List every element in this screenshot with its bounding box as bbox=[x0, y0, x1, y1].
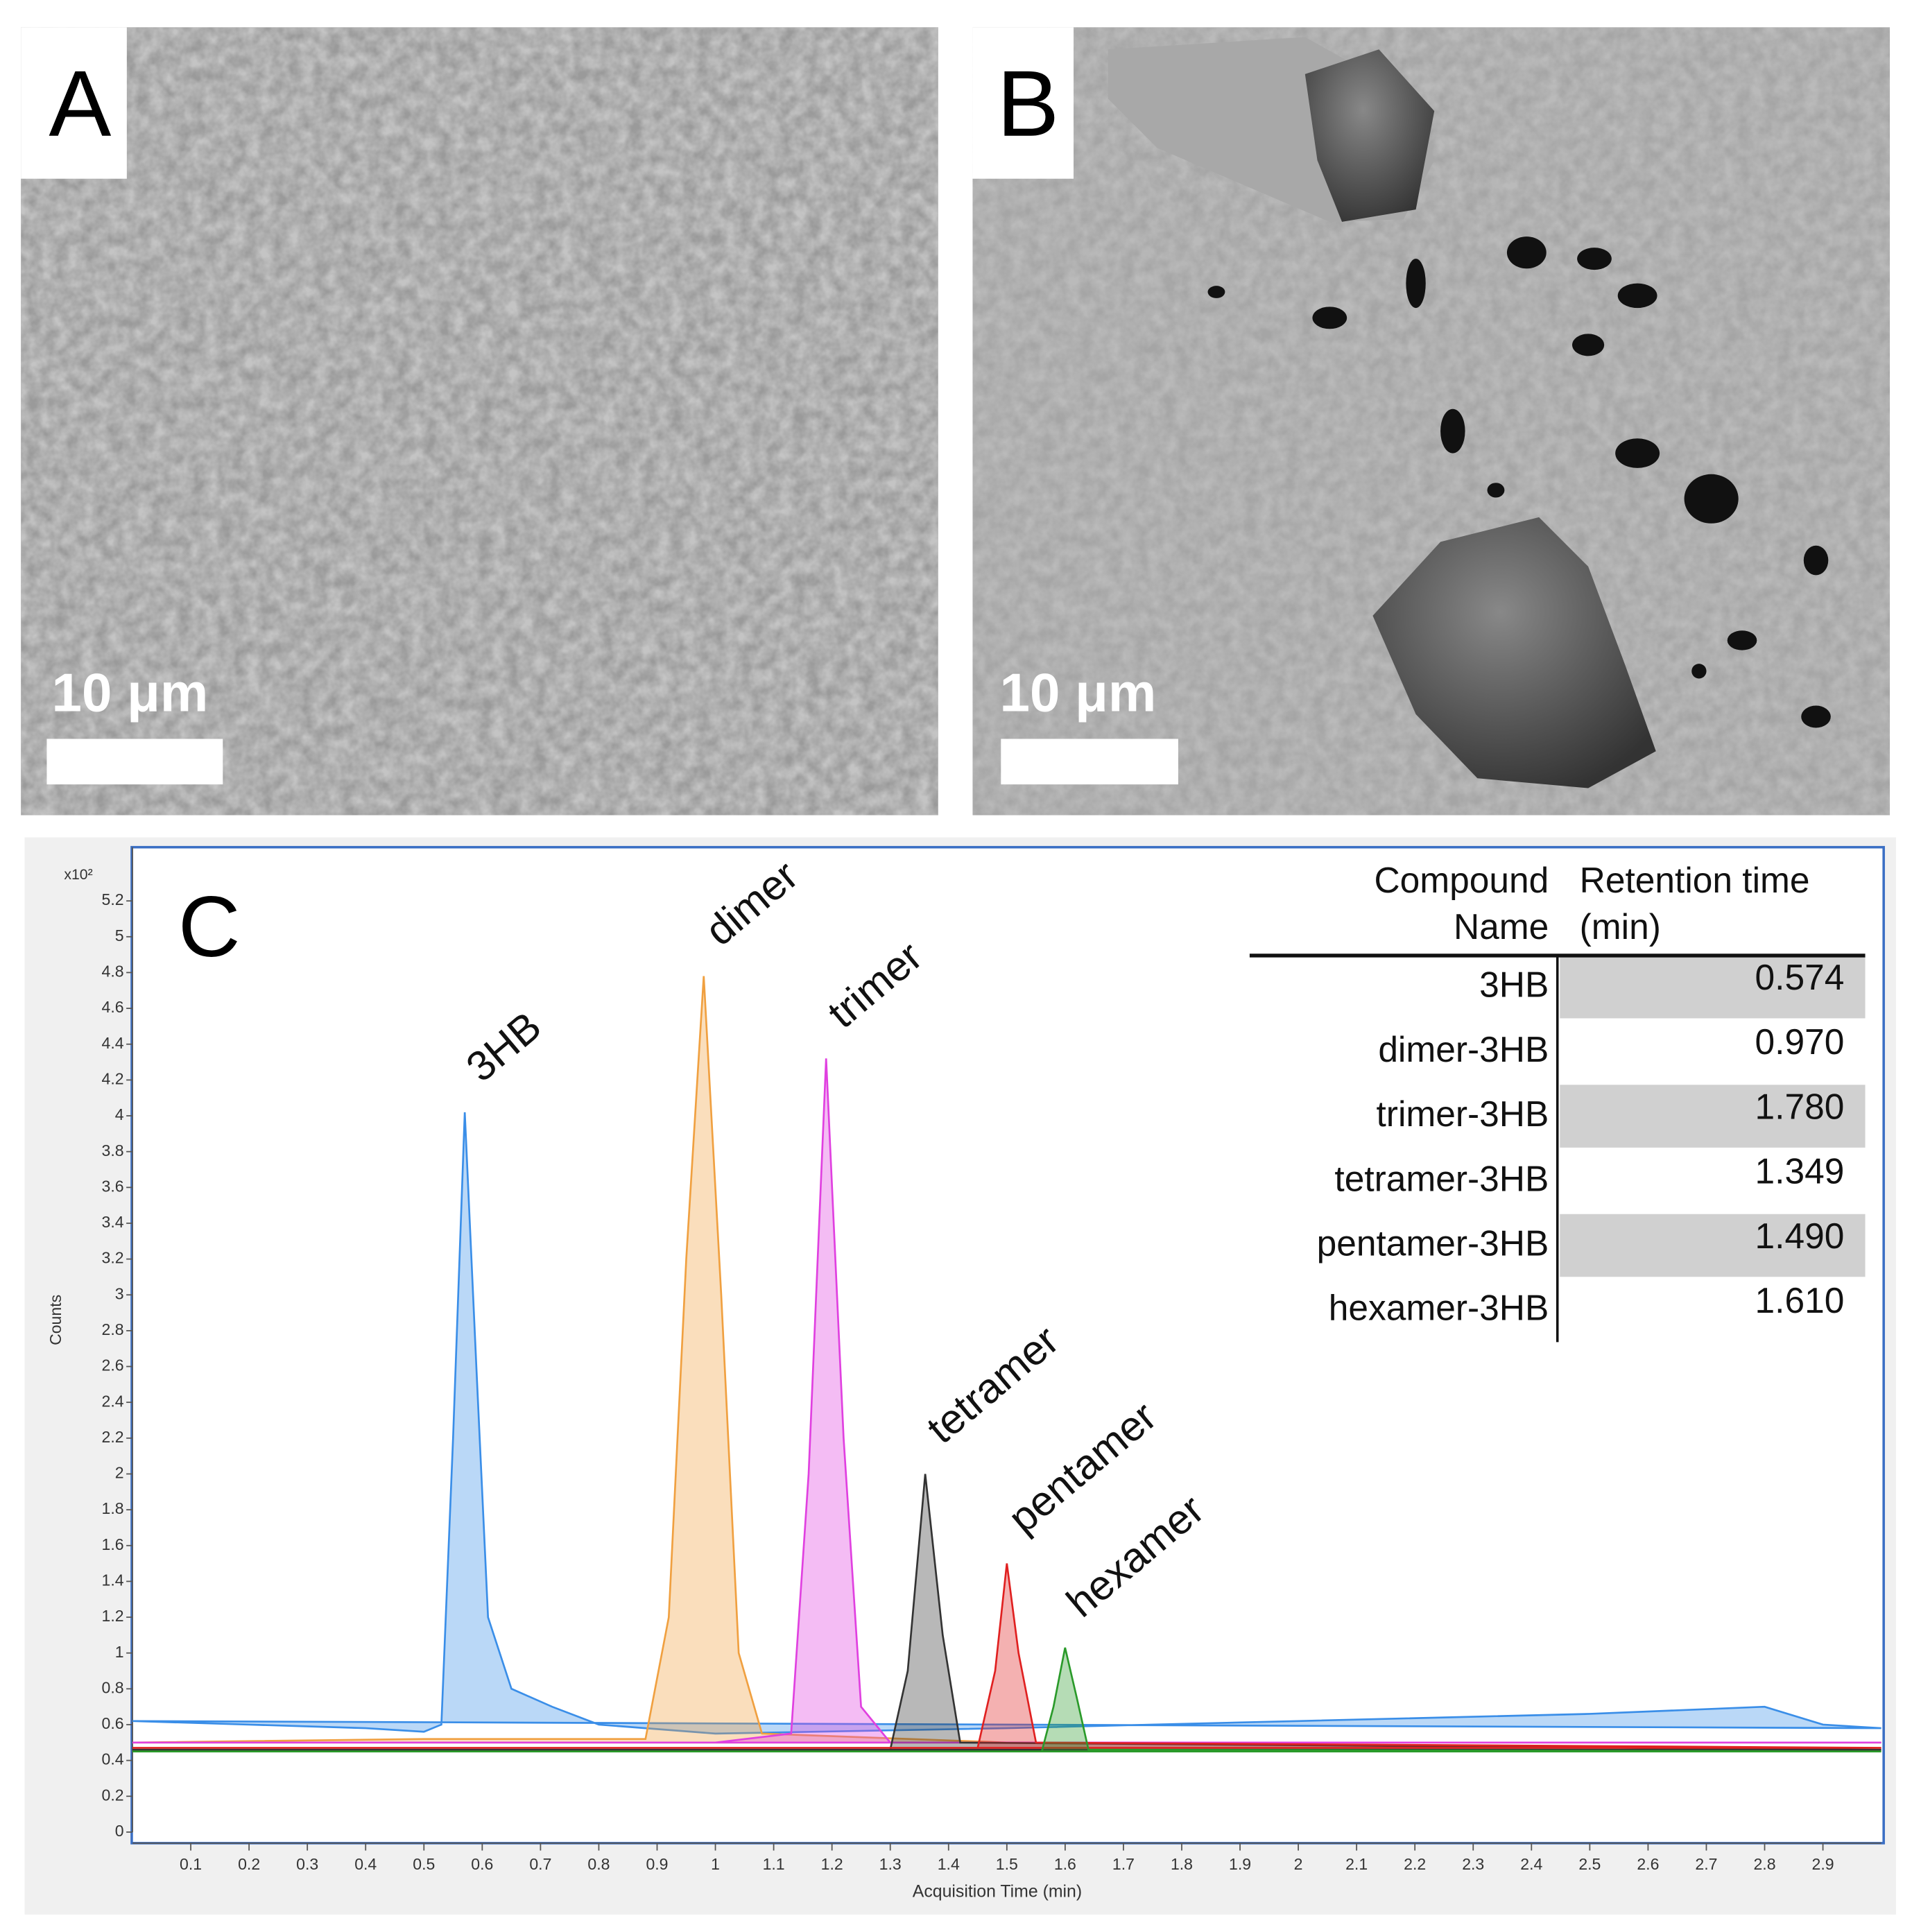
x-tick-label: 1.8 bbox=[1171, 1855, 1193, 1873]
x-tick-label: 0.1 bbox=[180, 1855, 202, 1873]
header: Compound bbox=[1374, 860, 1549, 900]
x-tick-label: 2.4 bbox=[1520, 1855, 1542, 1873]
x-tick-label: 0.4 bbox=[354, 1855, 377, 1873]
panel-label: C bbox=[178, 879, 241, 975]
y-tick-label: 3.8 bbox=[102, 1141, 124, 1159]
table: Compound Name Retention time (min) 3HB 0.… bbox=[1249, 860, 1866, 1343]
x-tick-label: 2.3 bbox=[1462, 1855, 1484, 1873]
y-tick-label: 0.4 bbox=[102, 1750, 124, 1768]
series-line bbox=[132, 1112, 1881, 1735]
x-tick-label: 1 bbox=[711, 1855, 720, 1873]
header: Name bbox=[1454, 906, 1549, 947]
label-box bbox=[972, 27, 1074, 179]
row-shade bbox=[1560, 955, 1866, 1019]
panel-label: A bbox=[49, 51, 111, 156]
y-tick-label: 5 bbox=[115, 926, 124, 945]
y-tick-label: 4.8 bbox=[102, 963, 124, 981]
x-tick-label: 1.6 bbox=[1054, 1855, 1076, 1873]
x-tick-label: 0.7 bbox=[529, 1855, 551, 1873]
sem-texture-a bbox=[21, 27, 938, 816]
y-tick-label: 2.8 bbox=[102, 1320, 124, 1338]
y-tick-label: 1 bbox=[115, 1643, 124, 1661]
x-tick-label: 1.1 bbox=[763, 1855, 785, 1873]
y-unit: x10² bbox=[64, 866, 92, 883]
cell: 0.970 bbox=[1755, 1021, 1845, 1062]
y-tick-label: 2.6 bbox=[102, 1356, 124, 1374]
y-tick-label: 4.2 bbox=[102, 1069, 124, 1087]
x-tick-label: 1.4 bbox=[938, 1855, 960, 1873]
x-tick-label: 2.1 bbox=[1345, 1855, 1368, 1873]
x-tick-label: 0.5 bbox=[413, 1855, 435, 1873]
scale-bar bbox=[1001, 739, 1178, 785]
x-tick-label: 1.2 bbox=[821, 1855, 843, 1873]
y-tick-label: 1.8 bbox=[102, 1499, 124, 1517]
y-tick-label: 4.4 bbox=[102, 1034, 124, 1052]
y-tick-label: 4 bbox=[115, 1105, 124, 1123]
crater bbox=[1372, 517, 1656, 788]
y-tick-label: 2.2 bbox=[102, 1428, 124, 1446]
cell: 3HB bbox=[1479, 965, 1549, 1005]
label-box bbox=[21, 27, 127, 179]
y-tick-label: 3.2 bbox=[102, 1249, 124, 1267]
cell: 1.490 bbox=[1755, 1216, 1845, 1256]
x-tick-label: 1.3 bbox=[879, 1855, 902, 1873]
x-tick-label: 0.6 bbox=[471, 1855, 493, 1873]
x-tick-label: 2.9 bbox=[1812, 1855, 1834, 1873]
x-axis-label: Acquisition Time (min) bbox=[913, 1882, 1082, 1901]
x-tick-label: 0.8 bbox=[587, 1855, 610, 1873]
header: (min) bbox=[1580, 906, 1661, 947]
header: Retention time bbox=[1580, 860, 1810, 900]
x-tick-label: 2.8 bbox=[1753, 1855, 1775, 1873]
scale-bar bbox=[46, 739, 223, 785]
cell: trimer-3HB bbox=[1377, 1094, 1549, 1134]
y-tick-label: 4.6 bbox=[102, 998, 124, 1016]
cell: 0.574 bbox=[1755, 957, 1845, 997]
cell: dimer-3HB bbox=[1378, 1029, 1549, 1069]
panel-label: B bbox=[997, 51, 1059, 156]
x-tick-label: 1.9 bbox=[1229, 1855, 1251, 1873]
x-tick-label: 2.5 bbox=[1578, 1855, 1601, 1873]
y-axis-label: Counts bbox=[46, 1295, 64, 1345]
series-line bbox=[132, 1647, 1881, 1752]
y-tick-label: 1.4 bbox=[102, 1571, 124, 1589]
y-tick-label: 2.4 bbox=[102, 1392, 124, 1410]
y-tick-label: 2 bbox=[115, 1464, 124, 1482]
x-tick-label: 2.6 bbox=[1637, 1855, 1659, 1873]
series-line bbox=[132, 1058, 1881, 1744]
x-tick-label: 2 bbox=[1294, 1855, 1303, 1873]
cell: 1.349 bbox=[1755, 1151, 1845, 1191]
y-tick-label: 0.8 bbox=[102, 1678, 124, 1696]
scale-label: 10 μm bbox=[52, 662, 209, 723]
cell: tetramer-3HB bbox=[1334, 1158, 1549, 1198]
y-tick-label: 3.6 bbox=[102, 1177, 124, 1195]
x-tick-label: 1.5 bbox=[996, 1855, 1018, 1873]
scale-label: 10 μm bbox=[1000, 662, 1157, 723]
crater bbox=[1304, 49, 1435, 222]
y-tick-label: 3.4 bbox=[102, 1213, 124, 1231]
holes bbox=[1207, 236, 1831, 728]
y-tick-label: 0.6 bbox=[102, 1714, 124, 1732]
y-tick-label: 5.2 bbox=[102, 890, 124, 908]
series-line bbox=[132, 1563, 1881, 1749]
cell: 1.780 bbox=[1755, 1086, 1845, 1126]
x-tick-label: 2.7 bbox=[1695, 1855, 1717, 1873]
x-tick-label: 0.2 bbox=[238, 1855, 260, 1873]
row-shade bbox=[1560, 1085, 1866, 1148]
row-shade bbox=[1560, 1214, 1866, 1277]
x-tick-label: 0.3 bbox=[296, 1855, 318, 1873]
y-tick-label: 1.6 bbox=[102, 1535, 124, 1553]
cell: 1.610 bbox=[1755, 1280, 1845, 1320]
x-tick-label: 1.7 bbox=[1112, 1855, 1135, 1873]
cell: hexamer-3HB bbox=[1329, 1288, 1549, 1328]
y-tick-label: 1.2 bbox=[102, 1607, 124, 1625]
y-tick-label: 3 bbox=[115, 1284, 124, 1302]
x-tick-label: 0.9 bbox=[646, 1855, 668, 1873]
y-tick-label: 0.2 bbox=[102, 1786, 124, 1804]
x-tick-label: 2.2 bbox=[1404, 1855, 1426, 1873]
y-tick-label: 0 bbox=[115, 1822, 124, 1840]
cell: pentamer-3HB bbox=[1317, 1223, 1549, 1263]
